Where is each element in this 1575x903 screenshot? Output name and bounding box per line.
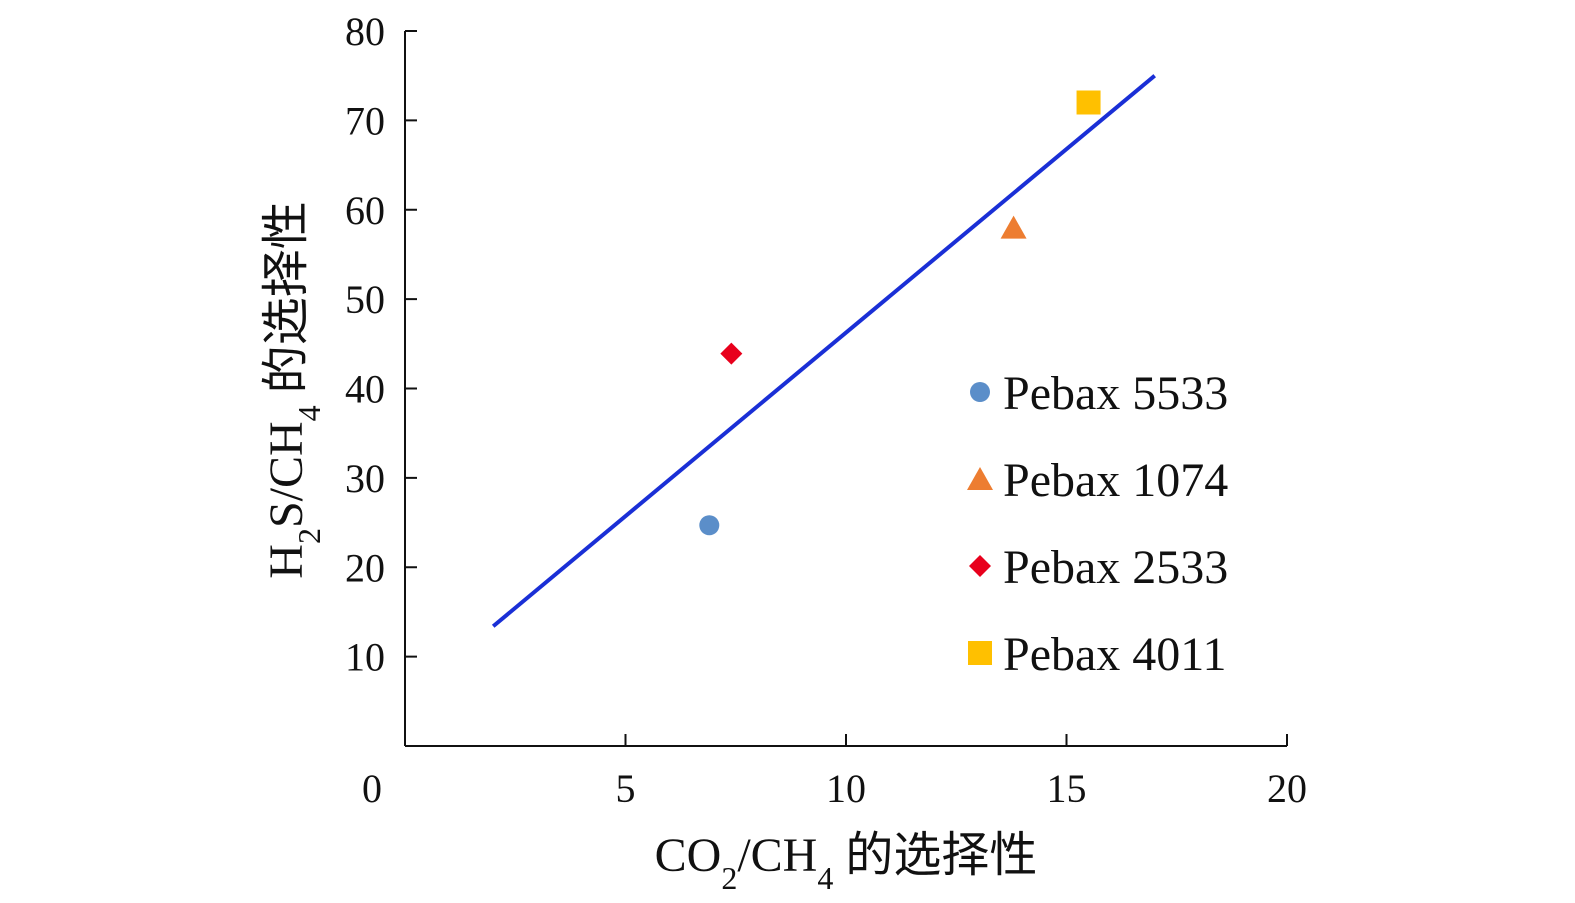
x-axis-title: CO2/CH4 的选择性 bbox=[655, 829, 1038, 896]
legend-label: Pebax 2533 bbox=[1003, 541, 1228, 594]
data-point-triangle bbox=[1000, 215, 1027, 239]
y-tick-label: 10 bbox=[345, 635, 385, 680]
x-tick-label: 10 bbox=[826, 766, 866, 811]
data-point-diamond bbox=[720, 342, 743, 365]
trendline-group bbox=[491, 74, 1156, 628]
y-tick-label: 80 bbox=[345, 9, 385, 54]
x-tick-label: 15 bbox=[1047, 766, 1087, 811]
ticks: 10 20 30 40 50 60 70 80 0 5 10 15 20 bbox=[345, 9, 1307, 811]
legend-item: Pebax 2533 bbox=[969, 541, 1228, 594]
trendline bbox=[491, 74, 1156, 628]
y-axis-title: H2S/CH4 的选择性 bbox=[260, 201, 327, 578]
x-tick-label: 20 bbox=[1267, 766, 1307, 811]
legend-marker-circle bbox=[970, 382, 990, 402]
x-tick-label: 0 bbox=[362, 766, 382, 811]
legend-item: Pebax 1074 bbox=[967, 454, 1228, 507]
y-tick-label: 40 bbox=[345, 367, 385, 412]
legend-label: Pebax 4011 bbox=[1003, 628, 1227, 681]
data-point-circle bbox=[699, 515, 720, 536]
legend-marker-triangle bbox=[967, 467, 993, 490]
legend-item: Pebax 4011 bbox=[968, 628, 1227, 681]
legend: Pebax 5533 Pebax 1074 Pebax 2533 Pebax 4011 bbox=[967, 367, 1228, 681]
legend-marker-diamond bbox=[969, 555, 991, 577]
data-point-square bbox=[1076, 90, 1101, 115]
y-tick-label: 30 bbox=[345, 456, 385, 501]
legend-label: Pebax 5533 bbox=[1003, 367, 1228, 420]
y-tick-label: 70 bbox=[345, 98, 385, 143]
y-tick-label: 50 bbox=[345, 277, 385, 322]
legend-item: Pebax 5533 bbox=[970, 367, 1228, 420]
legend-marker-square bbox=[968, 641, 992, 665]
y-tick-label: 20 bbox=[345, 545, 385, 590]
x-tick-label: 5 bbox=[616, 766, 636, 811]
legend-label: Pebax 1074 bbox=[1003, 454, 1228, 507]
y-tick-label: 60 bbox=[345, 188, 385, 233]
data-points bbox=[699, 90, 1101, 536]
